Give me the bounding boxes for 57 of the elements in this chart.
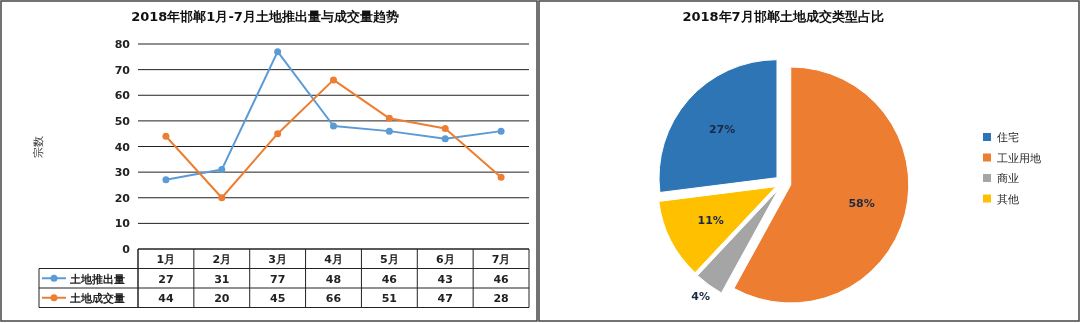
data-label: 66 (325, 292, 342, 305)
y-tick-label: 60 (114, 89, 131, 103)
data-label: 31 (214, 272, 230, 286)
x-tick-label: 7月 (491, 253, 511, 266)
data-label: 11% (697, 213, 724, 227)
data-label: 28 (493, 292, 509, 305)
point (497, 127, 505, 135)
point (330, 122, 337, 130)
x-tick-label: 2月 (212, 253, 232, 266)
y-tick-label: 10 (114, 217, 131, 231)
data-label: 47 (437, 292, 453, 305)
legend-label: 土地推出量 (69, 272, 125, 286)
point (218, 194, 226, 202)
x-tick-label: 3月 (268, 253, 287, 266)
point (330, 76, 337, 84)
legend-label: 其他 (997, 192, 1019, 206)
legend-label: 土地成交量 (69, 292, 125, 305)
legend-label: 商业 (997, 172, 1019, 185)
data-label: 27 (158, 272, 174, 286)
point (441, 125, 449, 133)
data-label: 48 (325, 272, 342, 286)
y-tick-label: 80 (114, 38, 131, 51)
point (385, 114, 393, 122)
chart-title: 2018年7月邯郸土地成交类型占比 (682, 9, 884, 24)
point (218, 166, 226, 174)
point (274, 48, 282, 56)
y-tick-label: 40 (114, 140, 131, 154)
data-label: 58% (848, 197, 875, 211)
legend-label: 工业用地 (997, 151, 1041, 165)
data-label: 46 (493, 272, 510, 286)
y-axis-title: 宗数 (32, 136, 45, 158)
chart-title: 2018年邯郸1月-7月土地推出量与成交量趋势 (131, 9, 399, 24)
data-label: 27% (708, 123, 736, 137)
data-label: 51 (381, 292, 398, 305)
point (274, 130, 282, 138)
data-label: 20 (214, 292, 230, 305)
y-tick-label: 30 (114, 166, 131, 180)
y-tick-label: 20 (114, 191, 131, 205)
point (497, 173, 505, 181)
legend-label: 住宅 (997, 131, 1019, 144)
x-tick-label: 4月 (324, 253, 343, 266)
data-label: 4% (691, 290, 711, 304)
y-tick-label: 50 (114, 114, 131, 128)
point (162, 132, 170, 140)
y-tick-label: 0 (122, 243, 131, 256)
x-tick-label: 5月 (380, 253, 399, 266)
data-label: 43 (437, 272, 453, 286)
data-label: 45 (269, 292, 286, 305)
point (441, 135, 449, 143)
y-tick-label: 70 (114, 63, 131, 77)
data-label: 44 (158, 292, 174, 305)
data-label: 77 (269, 272, 286, 286)
point (162, 176, 170, 184)
x-tick-label: 6月 (435, 253, 455, 266)
x-tick-label: 1月 (156, 253, 176, 266)
data-label: 46 (381, 272, 398, 286)
point (385, 127, 393, 135)
